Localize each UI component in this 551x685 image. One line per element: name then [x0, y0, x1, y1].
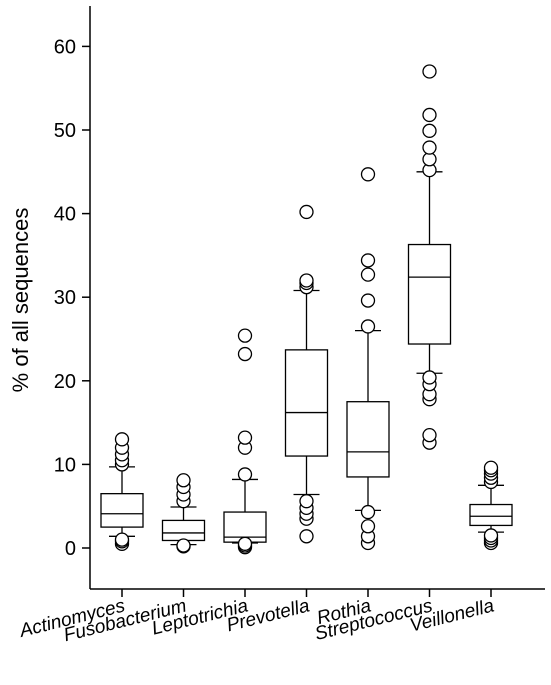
- outlier-point: [360, 319, 376, 334]
- box-fusobacterium: [161, 473, 206, 554]
- outlier-point: [422, 107, 437, 123]
- x-tick-labels: ActinomycesFusobacteriumLeptotrichiaPrev…: [17, 595, 497, 646]
- y-axis-label: % of all sequences: [8, 208, 33, 393]
- outlier-point: [299, 494, 314, 509]
- outlier-point: [237, 536, 253, 551]
- y-tick-label: 10: [54, 454, 76, 476]
- iqr-box: [469, 503, 513, 527]
- outlier-point: [114, 532, 130, 547]
- outlier-point: [422, 123, 437, 138]
- outlier-point: [360, 267, 376, 282]
- outlier-point: [360, 504, 376, 520]
- outlier-point: [422, 140, 437, 155]
- box-rothia: [346, 167, 390, 551]
- outlier-point: [176, 473, 191, 488]
- axes: 0 10 20 30 40 50 60: [54, 6, 545, 597]
- box-prevotella: [284, 204, 329, 544]
- boxes-layer: [100, 64, 513, 555]
- outlier-point: [360, 519, 376, 534]
- outlier-point: [237, 467, 253, 482]
- iqr-box: [407, 243, 452, 345]
- box-streptococcus: [407, 64, 452, 450]
- outlier-point: [237, 346, 253, 362]
- iqr-box: [346, 401, 390, 478]
- iqr-box: [100, 493, 144, 528]
- outlier-point: [176, 538, 191, 553]
- outlier-point: [483, 528, 499, 543]
- outlier-point: [422, 370, 437, 385]
- outlier-point: [299, 529, 314, 544]
- y-tick-label: 30: [54, 287, 76, 309]
- box-actinomyces: [100, 432, 144, 551]
- outlier-point: [299, 204, 314, 220]
- y-tick-label: 50: [54, 120, 76, 142]
- y-tick-label: 40: [54, 204, 76, 226]
- outlier-point: [360, 253, 376, 268]
- outlier-point: [114, 432, 130, 447]
- outlier-point: [237, 328, 253, 343]
- outlier-point: [299, 273, 314, 288]
- iqr-box: [284, 349, 329, 457]
- y-tick-label: 20: [54, 371, 76, 393]
- outlier-point: [483, 460, 499, 475]
- outlier-point: [360, 293, 376, 308]
- y-tick-label: 60: [54, 36, 76, 58]
- outlier-point: [422, 427, 437, 443]
- outlier-point: [422, 64, 437, 79]
- box-leptotrichia: [223, 328, 267, 555]
- outlier-point: [360, 167, 376, 182]
- outlier-point: [237, 430, 253, 445]
- outlier-point: [422, 152, 437, 167]
- box-veillonella: [469, 460, 513, 551]
- y-tick-label: 0: [65, 538, 76, 560]
- iqr-box: [161, 519, 206, 542]
